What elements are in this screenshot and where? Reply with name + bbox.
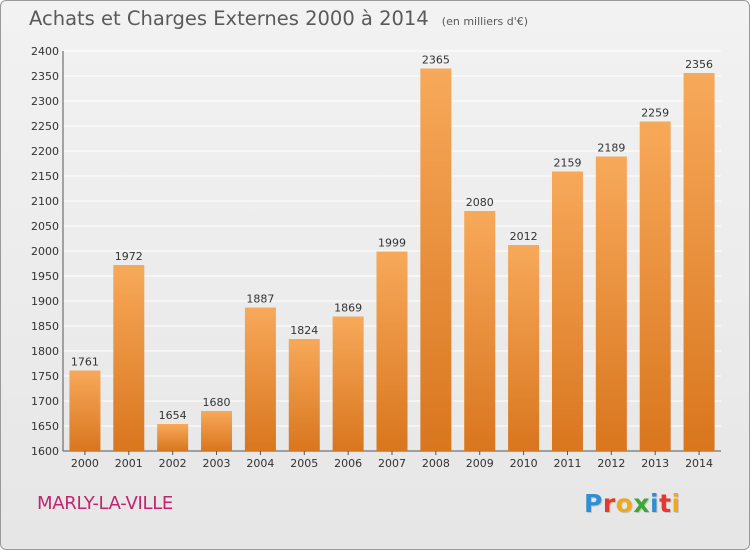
bar-2002 (157, 424, 189, 451)
y-tick-label: 2150 (31, 170, 59, 183)
y-tick-label: 1850 (31, 320, 59, 333)
chart-unit: (en milliers d'€) (441, 15, 529, 28)
y-tick-label: 2350 (31, 70, 59, 83)
bar-2011 (551, 171, 583, 451)
data-label: 2356 (685, 58, 713, 71)
x-tick-label: 2003 (203, 457, 231, 470)
proxiti-logo[interactable]: Proxiti (584, 489, 681, 518)
y-tick-label: 1600 (31, 445, 59, 458)
x-tick-label: 2011 (553, 457, 581, 470)
x-tick-label: 2012 (597, 457, 625, 470)
y-tick-label: 2000 (31, 245, 59, 258)
data-label: 1999 (378, 237, 406, 250)
y-tick-label: 1700 (31, 395, 59, 408)
y-tick-label: 1750 (31, 370, 59, 383)
bars: 1761 1972 1654 1680 1887 1824 1869 1999 2365 2080… (69, 54, 715, 451)
data-label: 2259 (641, 107, 669, 120)
bar-2007 (376, 251, 408, 451)
y-tick-label: 1900 (31, 295, 59, 308)
city-name: MARLY-LA-VILLE (37, 493, 173, 514)
data-label: 1824 (290, 324, 318, 337)
chart-header: Achats et Charges Externes 2000 à 2014 (… (29, 7, 528, 30)
bar-2005 (288, 339, 320, 451)
logo-letter: i (671, 489, 681, 518)
bar-2003 (201, 411, 233, 451)
bar-2004 (244, 307, 276, 451)
x-tick-label: 2004 (246, 457, 274, 470)
logo-letter: o (615, 489, 634, 518)
data-label: 1869 (334, 302, 362, 315)
y-tick-label: 1650 (31, 420, 59, 433)
y-tick-label: 2400 (31, 45, 59, 58)
x-tick-label: 2005 (290, 457, 318, 470)
data-label: 1972 (115, 250, 143, 263)
chart-title: Achats et Charges Externes 2000 à 2014 (29, 7, 429, 30)
data-label: 2012 (510, 230, 538, 243)
bar-2009 (464, 211, 496, 451)
bar-2008 (420, 68, 452, 451)
y-tick-label: 2200 (31, 145, 59, 158)
bar-2001 (113, 265, 145, 451)
data-label: 2159 (553, 157, 581, 170)
bar-2010 (508, 245, 540, 451)
y-tick-label: 2100 (31, 195, 59, 208)
bar-2014 (683, 73, 715, 451)
x-tick-label: 2010 (510, 457, 538, 470)
data-label: 1761 (71, 356, 99, 369)
x-tick-label: 2002 (159, 457, 187, 470)
x-tick-label: 2007 (378, 457, 406, 470)
y-tick-label: 2250 (31, 120, 59, 133)
logo-letter: x (633, 489, 650, 518)
data-label: 1680 (203, 396, 231, 409)
y-tick-label: 2050 (31, 220, 59, 233)
data-label: 2080 (466, 196, 494, 209)
x-tick-label: 2000 (71, 457, 99, 470)
data-label: 1887 (246, 293, 274, 306)
logo-letter: t (659, 489, 672, 518)
x-tick-label: 2013 (641, 457, 669, 470)
data-label: 2189 (597, 142, 625, 155)
x-tick-label: 2001 (115, 457, 143, 470)
bar-2000 (69, 370, 101, 451)
bar-2006 (332, 316, 364, 451)
y-tick-label: 1800 (31, 345, 59, 358)
data-label: 1654 (159, 409, 187, 422)
data-label: 2365 (422, 54, 450, 67)
x-tick-label: 2009 (466, 457, 494, 470)
x-tick-label: 2008 (422, 457, 450, 470)
x-tick-label: 2006 (334, 457, 362, 470)
x-tick-label: 2014 (685, 457, 713, 470)
y-tick-label: 2300 (31, 95, 59, 108)
bar-2012 (595, 156, 627, 451)
bar-2013 (639, 121, 671, 451)
logo-letter: i (650, 489, 660, 518)
logo-letter: r (602, 489, 616, 518)
logo-letter: P (584, 489, 603, 518)
y-tick-label: 1950 (31, 270, 59, 283)
